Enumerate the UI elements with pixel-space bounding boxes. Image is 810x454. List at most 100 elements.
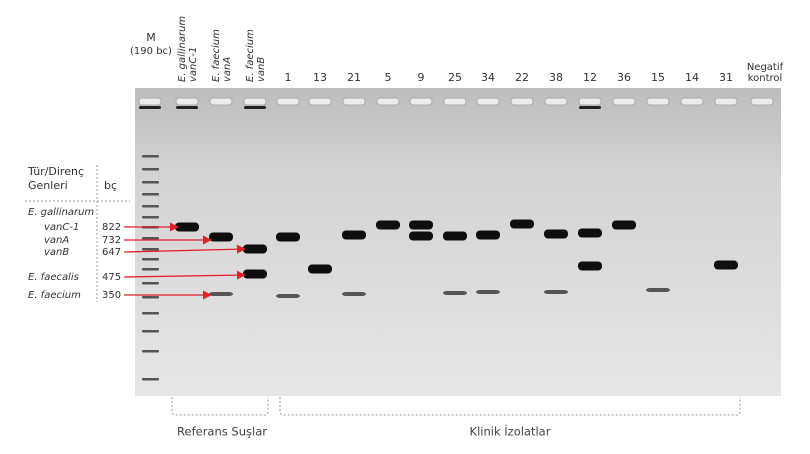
reference-label: vanA (222, 57, 233, 82)
lane-label: 15 (651, 71, 665, 84)
legend-size: 647 (102, 247, 121, 258)
bracket (279, 397, 741, 416)
legend-header: Tür/Direnç (27, 165, 84, 178)
ladder-band (142, 312, 159, 315)
band (476, 230, 500, 240)
well (308, 97, 332, 106)
well (138, 97, 162, 106)
gel (135, 88, 781, 396)
ladder-band (142, 350, 159, 353)
well (376, 97, 400, 106)
reference-label: vanC-1 (188, 47, 199, 82)
ladder-band (142, 248, 159, 251)
band (578, 261, 602, 271)
ladder-band (142, 258, 159, 261)
group-label: Referans Suşlar (177, 425, 267, 439)
well (750, 97, 774, 106)
lane-label: 1 (285, 71, 292, 84)
reference-label: E. faecium (211, 29, 222, 82)
ladder-label: M (146, 31, 156, 44)
band (443, 231, 467, 241)
ladder-band (142, 296, 159, 299)
group-label: Klinik İzolatlar (470, 424, 551, 439)
band (342, 292, 366, 296)
well (680, 97, 704, 106)
well (646, 97, 670, 106)
band (209, 292, 233, 296)
band (209, 232, 233, 242)
size-header: bç (104, 179, 117, 192)
lane-label: 13 (313, 71, 327, 84)
lane-label: 36 (617, 71, 631, 84)
lane-label: 34 (481, 71, 495, 84)
band (243, 269, 267, 279)
arrow (123, 270, 246, 280)
ladder-band (142, 268, 159, 271)
legend-size: 822 (102, 222, 121, 233)
band (443, 291, 467, 295)
ladder-band (142, 181, 159, 184)
well (243, 97, 267, 106)
well (409, 97, 433, 106)
legend-header: Genleri (28, 179, 68, 192)
reference-label: E. gallinarum (177, 16, 188, 82)
band (510, 219, 534, 229)
ladder-sublabel: (190 bc) (130, 46, 172, 57)
legend-name: E. faecium (28, 290, 81, 301)
band (578, 228, 602, 238)
negative-label: Negatif (747, 62, 784, 73)
ladder-band (142, 282, 159, 285)
ladder-band (142, 205, 159, 208)
ladder-band (142, 330, 159, 333)
band (243, 244, 267, 254)
band (646, 288, 670, 292)
legend-name: vanA (44, 235, 69, 246)
lane-label: 12 (583, 71, 597, 84)
legend-size: 350 (102, 290, 121, 301)
well (510, 97, 534, 106)
arrow (123, 244, 246, 254)
well (476, 97, 500, 106)
legend: E. gallinarum vanC-1 822 vanA 732 vanB 647 E. f… (28, 207, 246, 301)
reference-label: E. faecium (245, 29, 256, 82)
band (612, 220, 636, 230)
lane-labels: E. gallinarum vanC-1 E. faecium vanA E. faec… (177, 16, 733, 84)
legend-name: E. faecalis (28, 272, 79, 283)
band (714, 260, 738, 270)
legend-name: vanB (44, 247, 69, 258)
ladder-band (142, 378, 159, 381)
well (578, 97, 602, 106)
ladder-band (142, 237, 159, 240)
band (308, 264, 332, 274)
band (409, 231, 433, 241)
lane-label: 38 (549, 71, 563, 84)
negative-label: kontrol (748, 73, 783, 84)
well (342, 97, 366, 106)
ladder-band (142, 168, 159, 171)
lane-label: 9 (418, 71, 425, 84)
legend-name: E. gallinarum (28, 207, 94, 218)
lane-label: 21 (347, 71, 361, 84)
well (714, 97, 738, 106)
band (276, 294, 300, 298)
well-band (244, 106, 266, 109)
well (276, 97, 300, 106)
lane-label: 5 (385, 71, 392, 84)
ladder-band (142, 193, 159, 196)
lane-label: 31 (719, 71, 733, 84)
well (175, 97, 199, 106)
reference-label: vanB (256, 57, 267, 82)
band (342, 230, 366, 240)
band (476, 290, 500, 294)
lane-label: 14 (685, 71, 699, 84)
ladder-band (142, 216, 159, 219)
band (175, 222, 199, 232)
band (544, 290, 568, 294)
band (376, 220, 400, 230)
well (443, 97, 467, 106)
well (209, 97, 233, 106)
band (276, 232, 300, 242)
well-band (579, 106, 601, 109)
well (612, 97, 636, 106)
